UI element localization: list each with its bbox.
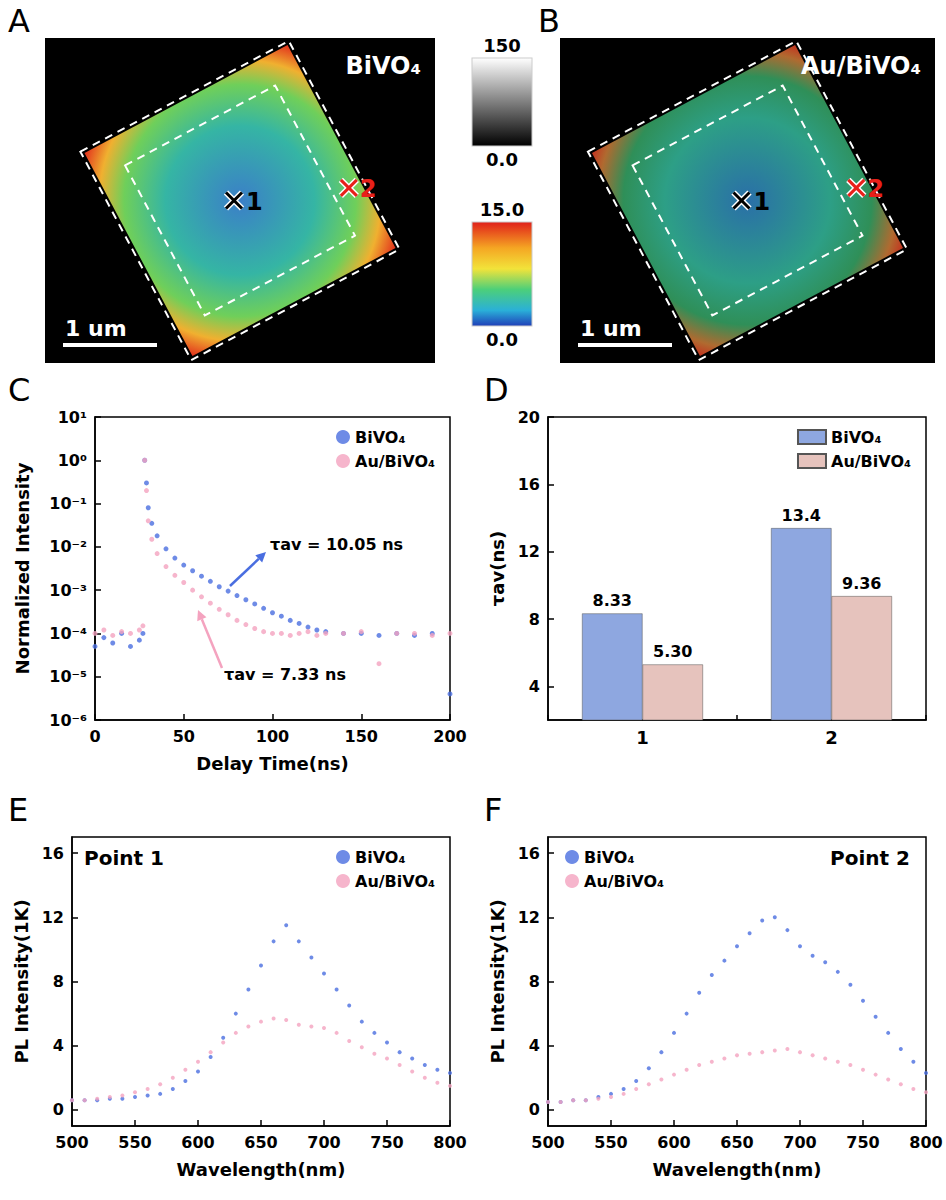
svg-text:Wavelength(nm): Wavelength(nm) [653, 1159, 822, 1180]
svg-text:10⁻¹: 10⁻¹ [49, 494, 87, 513]
svg-text:F: F [484, 792, 502, 829]
svg-text:PL Intensity(1K): PL Intensity(1K) [487, 899, 508, 1063]
svg-text:Au/BiVO₄: Au/BiVO₄ [831, 452, 911, 471]
svg-text:10¹: 10¹ [58, 408, 87, 427]
svg-text:5.30: 5.30 [653, 642, 692, 661]
svg-text:750: 750 [846, 1133, 879, 1152]
svg-text:4: 4 [529, 677, 540, 696]
svg-text:700: 700 [783, 1133, 816, 1152]
svg-text:2: 2 [825, 727, 838, 748]
svg-text:10⁻⁴: 10⁻⁴ [49, 624, 87, 643]
svg-text:150: 150 [483, 35, 521, 56]
svg-text:0.0: 0.0 [486, 149, 518, 170]
svg-text:500: 500 [531, 1133, 564, 1152]
svg-text:BiVO₄: BiVO₄ [831, 428, 881, 447]
svg-text:Wavelength(nm): Wavelength(nm) [177, 1159, 346, 1180]
svg-text:4: 4 [53, 1036, 64, 1055]
svg-text:D: D [484, 372, 509, 409]
svg-text:10⁻⁶: 10⁻⁶ [49, 711, 87, 730]
svg-text:800: 800 [909, 1133, 942, 1152]
svg-text:50: 50 [173, 727, 195, 746]
svg-text:600: 600 [181, 1133, 214, 1152]
svg-text:16: 16 [518, 475, 540, 494]
svg-text:16: 16 [518, 844, 540, 863]
svg-text:4: 4 [529, 1036, 540, 1055]
svg-text:200: 200 [433, 727, 466, 746]
svg-text:Au/BiVO₄: Au/BiVO₄ [355, 872, 435, 891]
svg-text:12: 12 [518, 908, 540, 927]
svg-text:E: E [8, 792, 28, 829]
svg-text:BiVO₄: BiVO₄ [345, 52, 421, 80]
svg-text:10⁻⁵: 10⁻⁵ [49, 667, 87, 686]
svg-text:1: 1 [754, 188, 771, 216]
svg-text:Delay Time(ns): Delay Time(ns) [196, 753, 348, 774]
svg-text:12: 12 [518, 542, 540, 561]
svg-text:Au/BiVO₄: Au/BiVO₄ [355, 452, 435, 471]
svg-text:2: 2 [360, 175, 377, 203]
svg-text:10⁻³: 10⁻³ [49, 581, 87, 600]
svg-text:Au/BiVO₄: Au/BiVO₄ [584, 872, 664, 891]
svg-text:0.0: 0.0 [486, 329, 518, 350]
svg-text:2: 2 [867, 175, 884, 203]
svg-text:600: 600 [657, 1133, 690, 1152]
svg-text:8: 8 [529, 610, 540, 629]
svg-text:10⁻²: 10⁻² [49, 537, 87, 556]
svg-text:12: 12 [42, 908, 64, 927]
svg-text:Point 2: Point 2 [830, 846, 910, 870]
svg-text:700: 700 [307, 1133, 340, 1152]
svg-text:8: 8 [529, 972, 540, 991]
svg-text:1 um: 1 um [580, 316, 642, 341]
svg-text:1: 1 [246, 188, 263, 216]
svg-text:BiVO₄: BiVO₄ [355, 848, 405, 867]
svg-text:750: 750 [370, 1133, 403, 1152]
svg-text:500: 500 [55, 1133, 88, 1152]
svg-text:1: 1 [636, 727, 649, 748]
svg-text:BiVO₄: BiVO₄ [584, 848, 634, 867]
svg-text:0: 0 [529, 1100, 540, 1119]
svg-text:τav(ns): τav(ns) [487, 531, 508, 606]
svg-text:Au/BiVO₄: Au/BiVO₄ [801, 52, 921, 80]
svg-text:16: 16 [42, 844, 64, 863]
svg-text:550: 550 [594, 1133, 627, 1152]
svg-text:τav = 10.05 ns: τav = 10.05 ns [270, 535, 403, 554]
svg-text:PL Intensity(1K): PL Intensity(1K) [11, 899, 32, 1063]
svg-text:100: 100 [256, 727, 289, 746]
svg-text:550: 550 [118, 1133, 151, 1152]
svg-text:800: 800 [433, 1133, 466, 1152]
svg-text:150: 150 [345, 727, 378, 746]
svg-text:13.4: 13.4 [782, 506, 821, 525]
svg-text:20: 20 [518, 408, 540, 427]
svg-text:0: 0 [53, 1100, 64, 1119]
svg-text:8.33: 8.33 [593, 591, 632, 610]
svg-text:B: B [538, 2, 560, 40]
svg-text:Point 1: Point 1 [84, 846, 164, 870]
svg-text:8: 8 [53, 972, 64, 991]
svg-text:τav = 7.33 ns: τav = 7.33 ns [224, 665, 346, 684]
svg-text:10⁰: 10⁰ [58, 451, 87, 470]
svg-text:C: C [8, 372, 30, 409]
svg-text:Normalized Intensity: Normalized Intensity [12, 462, 33, 674]
svg-text:A: A [8, 2, 30, 40]
svg-text:1 um: 1 um [65, 316, 127, 341]
svg-text:650: 650 [720, 1133, 753, 1152]
svg-text:650: 650 [244, 1133, 277, 1152]
svg-text:BiVO₄: BiVO₄ [355, 428, 405, 447]
svg-text:0: 0 [89, 727, 100, 746]
svg-text:15.0: 15.0 [480, 199, 524, 220]
svg-text:9.36: 9.36 [842, 574, 881, 593]
